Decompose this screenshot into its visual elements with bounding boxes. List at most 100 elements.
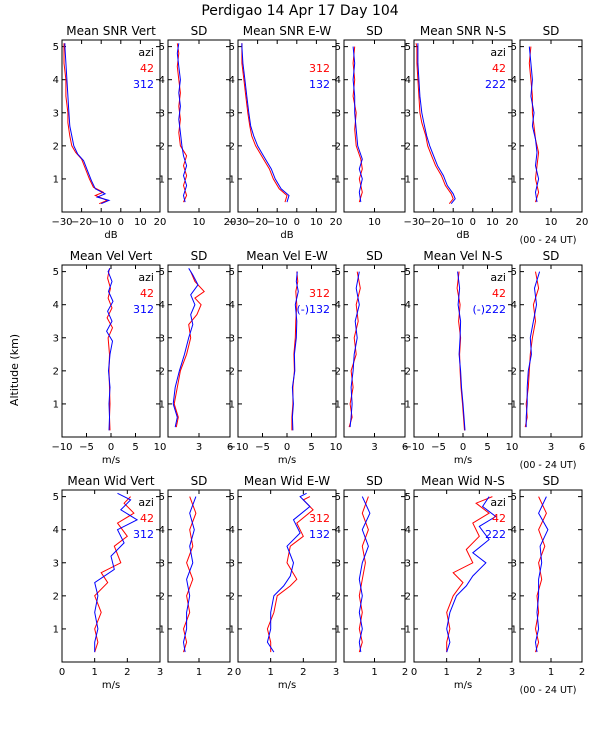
y-tick-label: 1 [335,174,341,185]
x-tick-label: −20 [247,217,268,228]
y-tick-label: 1 [405,399,411,410]
y-tick-label: 2 [229,141,235,152]
x-tick-label: −20 [71,217,92,228]
x-tick-label: 0 [118,217,124,228]
y-tick-label: 1 [511,174,517,185]
x-tick-label: 2 [579,667,585,678]
y-tick-label: 5 [229,267,235,278]
x-tick-label: 0 [284,442,290,453]
x-axis-label: m/s [278,455,296,466]
x-tick-label: 1 [196,667,202,678]
y-tick-label: 2 [405,366,411,377]
y-tick-label: 2 [229,366,235,377]
x-tick-label: −10 [443,217,464,228]
legend-entry: 132 [309,528,330,541]
legend-entry: 42 [492,62,506,75]
panel-title: Mean SNR Vert [66,24,156,38]
series-line [291,271,299,431]
x-tick-label: 10 [193,217,206,228]
x-tick-label: 2 [402,667,408,678]
y-tick-label: 3 [405,108,411,119]
series-line [241,43,290,203]
plot-frame [167,264,231,438]
x-tick-label: 2 [476,667,482,678]
series-line [358,496,371,653]
x-tick-label: 10 [134,217,147,228]
y-tick-label: 4 [405,300,411,311]
legend-entry: 132 [309,78,330,91]
y-tick-label: 3 [53,333,59,344]
x-axis-label: m/s [102,455,120,466]
panel-title: SD [366,249,383,263]
y-tick-label: 3 [511,558,517,569]
y-tick-label: 3 [159,333,165,344]
y-tick-label: 5 [405,492,411,503]
panel: SD 1 2 3 4 5 10 20 [159,24,237,228]
y-tick-label: 1 [405,174,411,185]
legend-entry: 222 [485,528,506,541]
x-axis-label: m/s [278,680,296,691]
y-tick-label: 5 [335,267,341,278]
legend-entry: 312 [309,512,330,525]
legend-header: azi [138,496,154,509]
x-tick-label: 0 [470,217,476,228]
x-tick-label: 20 [330,217,343,228]
x-tick-label: 1 [371,667,377,678]
y-tick-label: 4 [335,525,341,536]
x-tick-label: 10 [506,442,519,453]
panel-title: SD [366,474,383,488]
y-tick-label: 3 [53,558,59,569]
y-tick-label: 3 [159,558,165,569]
x-tick-label: 1 [267,667,273,678]
x-tick-label: −10 [91,217,112,228]
legend-header: azi [490,271,506,284]
plot-frame [61,39,161,213]
x-tick-label: 20 [224,217,237,228]
y-tick-label: 4 [229,75,235,86]
series-line [417,43,456,205]
series-line [415,43,454,205]
x-tick-label: 0 [108,442,114,453]
y-tick-label: 1 [405,624,411,635]
y-tick-label: 4 [511,300,517,311]
series-line [176,43,188,203]
series-line [94,492,139,653]
y-tick-label: 1 [511,399,517,410]
plot-frame [343,489,406,663]
x-tick-label: 2 [300,667,306,678]
legend-header: azi [490,496,506,509]
y-tick-label: 2 [511,366,517,377]
series-line [348,271,361,428]
legend-entry: 312 [309,62,330,75]
y-tick-label: 1 [229,399,235,410]
y-tick-label: 1 [335,624,341,635]
plot-frame [61,489,161,663]
panel-title: SD [543,474,560,488]
x-tick-label: −30 [403,217,424,228]
panel-title: Mean SNR E-W [243,24,332,38]
y-tick-label: 5 [159,492,165,503]
y-tick-label: 2 [159,366,165,377]
x-tick-label: 3 [509,667,515,678]
y-tick-label: 5 [229,42,235,53]
x-tick-label: 10 [545,217,558,228]
figure-title: Perdigao 14 Apr 17 Day 104 [201,3,398,19]
x-tick-label: −30 [227,217,248,228]
legend-entry: 312 [133,78,154,91]
x-tick-label: −30 [51,217,72,228]
x-tick-label: 10 [330,442,343,453]
y-tick-label: 5 [335,492,341,503]
x-tick-label: 5 [132,442,138,453]
series-line [173,271,205,428]
series-line [525,271,541,428]
x-tick-label: 10 [310,217,323,228]
x-tick-label: 6 [579,442,585,453]
time-note-row3: (00 - 24 UT) [520,685,577,696]
panel-title: SD [191,474,208,488]
